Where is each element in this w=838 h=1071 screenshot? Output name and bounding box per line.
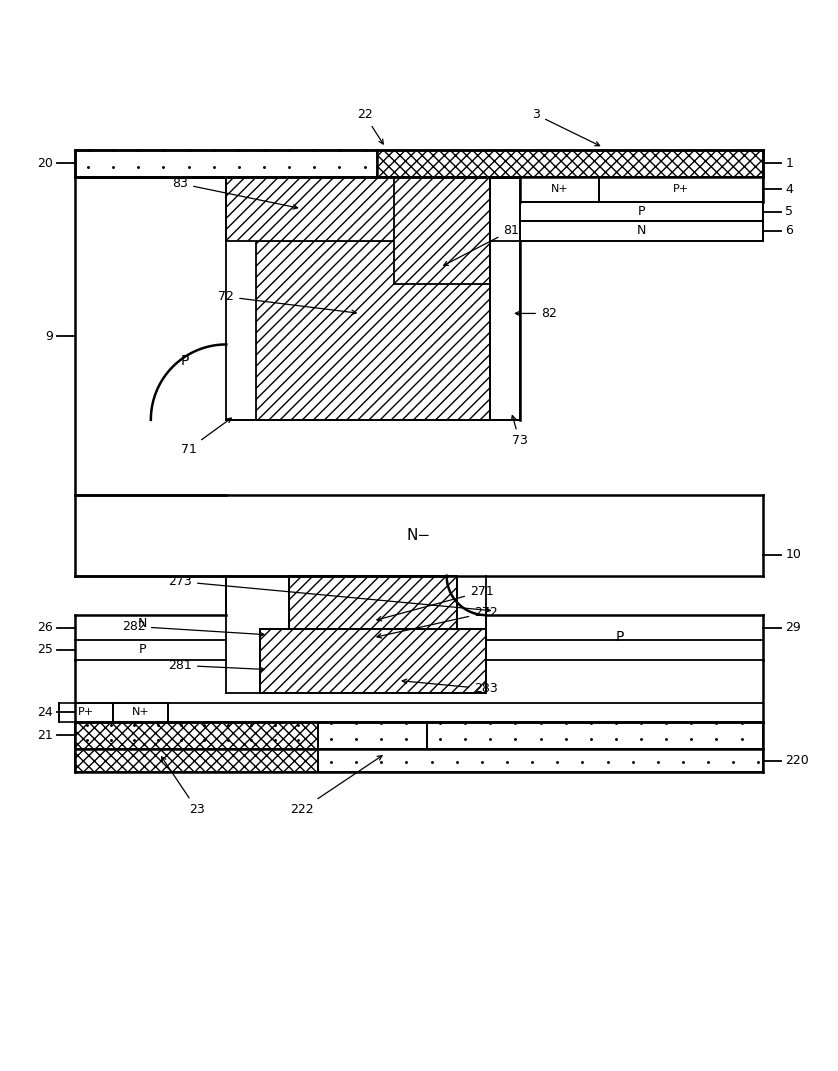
Text: 5: 5	[785, 206, 794, 218]
Text: 6: 6	[785, 225, 793, 238]
Text: P+: P+	[673, 184, 689, 195]
Text: P: P	[139, 644, 146, 657]
Bar	[394, 177, 490, 284]
Text: 25: 25	[37, 644, 53, 657]
Text: 282: 282	[122, 620, 264, 636]
Text: 20: 20	[37, 157, 53, 170]
Bar	[520, 222, 763, 241]
Bar	[256, 241, 490, 420]
Text: N+: N+	[551, 184, 568, 195]
Text: 81: 81	[443, 224, 519, 266]
Bar	[75, 150, 377, 177]
Bar	[75, 750, 318, 772]
Text: 71: 71	[181, 418, 231, 455]
Text: 220: 220	[785, 754, 809, 767]
Text: 1: 1	[785, 157, 793, 170]
Bar	[260, 630, 486, 693]
Text: 271: 271	[377, 585, 494, 621]
Text: 26: 26	[37, 621, 53, 634]
Text: 82: 82	[515, 307, 556, 320]
Bar	[427, 722, 763, 750]
Bar	[377, 150, 763, 177]
Text: 22: 22	[357, 108, 383, 144]
Text: N: N	[137, 617, 147, 630]
Bar	[520, 202, 763, 222]
Text: 9: 9	[45, 330, 53, 343]
Text: 73: 73	[511, 416, 527, 448]
Text: 23: 23	[162, 757, 204, 816]
Text: 222: 222	[290, 756, 382, 816]
Bar	[289, 576, 457, 630]
Bar	[113, 703, 168, 722]
Text: N−: N−	[407, 528, 431, 543]
Text: 24: 24	[37, 706, 53, 719]
Text: 3: 3	[532, 108, 600, 146]
Text: 83: 83	[173, 177, 297, 209]
Bar	[599, 177, 763, 202]
Text: P+: P+	[78, 707, 94, 718]
Text: 272: 272	[377, 606, 498, 638]
Text: 21: 21	[37, 729, 53, 742]
Bar	[59, 703, 113, 722]
Text: P: P	[180, 355, 189, 368]
Text: 4: 4	[785, 183, 793, 196]
Text: 283: 283	[402, 679, 498, 695]
Text: 72: 72	[219, 290, 356, 315]
Text: 29: 29	[785, 621, 801, 634]
Text: 10: 10	[785, 548, 801, 561]
Text: 281: 281	[168, 659, 264, 672]
Text: P: P	[616, 631, 624, 645]
Text: P: P	[638, 206, 644, 218]
Bar	[226, 177, 490, 241]
Text: 273: 273	[168, 575, 490, 613]
Bar	[520, 177, 599, 202]
Bar	[318, 722, 427, 750]
Text: N+: N+	[132, 707, 149, 718]
Text: N: N	[636, 225, 646, 238]
Bar	[75, 722, 318, 750]
Bar	[318, 750, 763, 772]
Bar	[75, 722, 318, 750]
Bar	[490, 241, 520, 420]
